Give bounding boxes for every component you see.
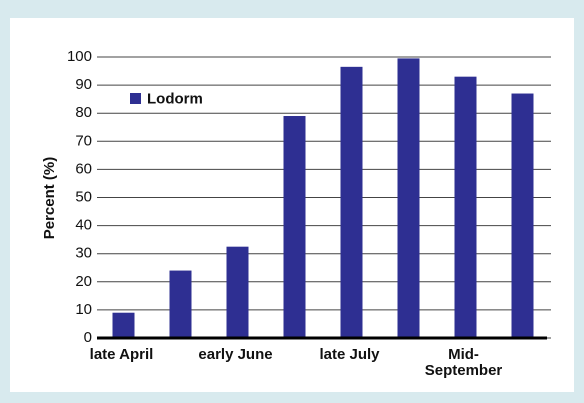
legend-swatch: [130, 93, 141, 104]
y-tick-label: 100: [67, 48, 92, 65]
y-tick-label: 0: [84, 329, 92, 346]
x-tick-label: early June: [198, 346, 272, 363]
x-tick-label: Mid-September: [425, 346, 503, 379]
x-tick-label-line: late April: [90, 346, 154, 363]
x-tick-label-line: early June: [198, 346, 272, 363]
x-tick-label: late April: [90, 346, 154, 363]
x-tick-label-line: September: [425, 362, 503, 379]
y-tick-label: 80: [75, 104, 92, 121]
y-tick-label: 30: [75, 245, 92, 262]
bar: [454, 76, 477, 339]
y-tick-label: 50: [75, 188, 92, 205]
bar: [112, 312, 135, 338]
y-tick-label: 70: [75, 132, 92, 149]
y-tick-label: 20: [75, 273, 92, 290]
bar: [169, 270, 192, 338]
x-tick-label-line: Mid-: [448, 346, 479, 363]
y-axis-label: Percent (%): [41, 157, 58, 240]
bar: [226, 246, 249, 338]
x-tick-label: late July: [319, 346, 380, 363]
y-tick-label: 90: [75, 76, 92, 93]
bar: [283, 116, 306, 338]
legend-label: Lodorm: [147, 90, 203, 107]
x-tick-label-line: late July: [319, 346, 380, 363]
y-tick-label: 60: [75, 160, 92, 177]
bar: [340, 66, 363, 339]
bar: [511, 93, 534, 338]
bar: [397, 58, 420, 338]
y-tick-label: 40: [75, 217, 92, 234]
y-tick-label: 10: [75, 301, 92, 318]
